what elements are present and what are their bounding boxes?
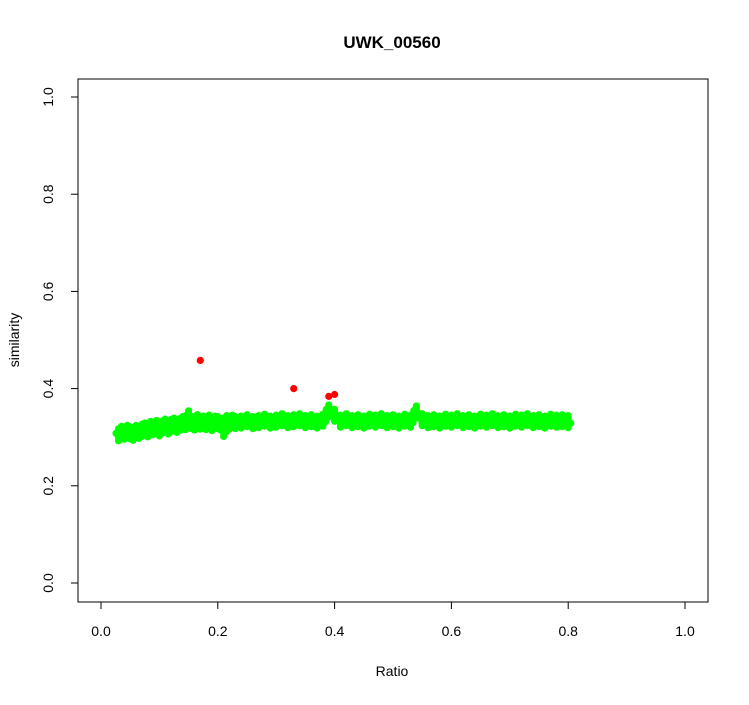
y-tick-label: 0.4 [40, 379, 56, 399]
red-data-point [325, 392, 333, 400]
chart-title: UWK_00560 [343, 33, 440, 52]
red-data-point [290, 385, 298, 393]
red-data-point [331, 390, 339, 399]
x-tick-label: 0.2 [208, 623, 228, 639]
plot-frame [77, 78, 709, 603]
y-tick-label: 0.8 [40, 184, 56, 204]
series-0 [112, 401, 575, 445]
y-tick-label: 1.0 [40, 87, 56, 107]
x-tick-label: 0.4 [325, 623, 345, 639]
red-data-point [196, 356, 204, 365]
green-data-point [567, 419, 575, 427]
x-tick-label: 0.6 [442, 623, 462, 639]
series-1 [196, 356, 339, 400]
x-tick-label: 0.8 [558, 623, 578, 639]
x-axis-label: Ratio [376, 663, 409, 679]
x-axis: 0.0 0.2 0.4 0.6 0.8 1.0 [91, 601, 695, 639]
x-tick-label: 0.0 [91, 623, 111, 639]
y-axis-label: similarity [6, 313, 22, 367]
points-layer [112, 356, 575, 445]
y-tick-label: 0.2 [40, 476, 56, 496]
y-axis: 0.0 0.2 0.4 0.6 0.8 1.0 [40, 87, 79, 593]
y-tick-label: 0.6 [40, 281, 56, 301]
y-tick-label: 0.0 [40, 573, 56, 593]
x-tick-label: 1.0 [675, 623, 695, 639]
